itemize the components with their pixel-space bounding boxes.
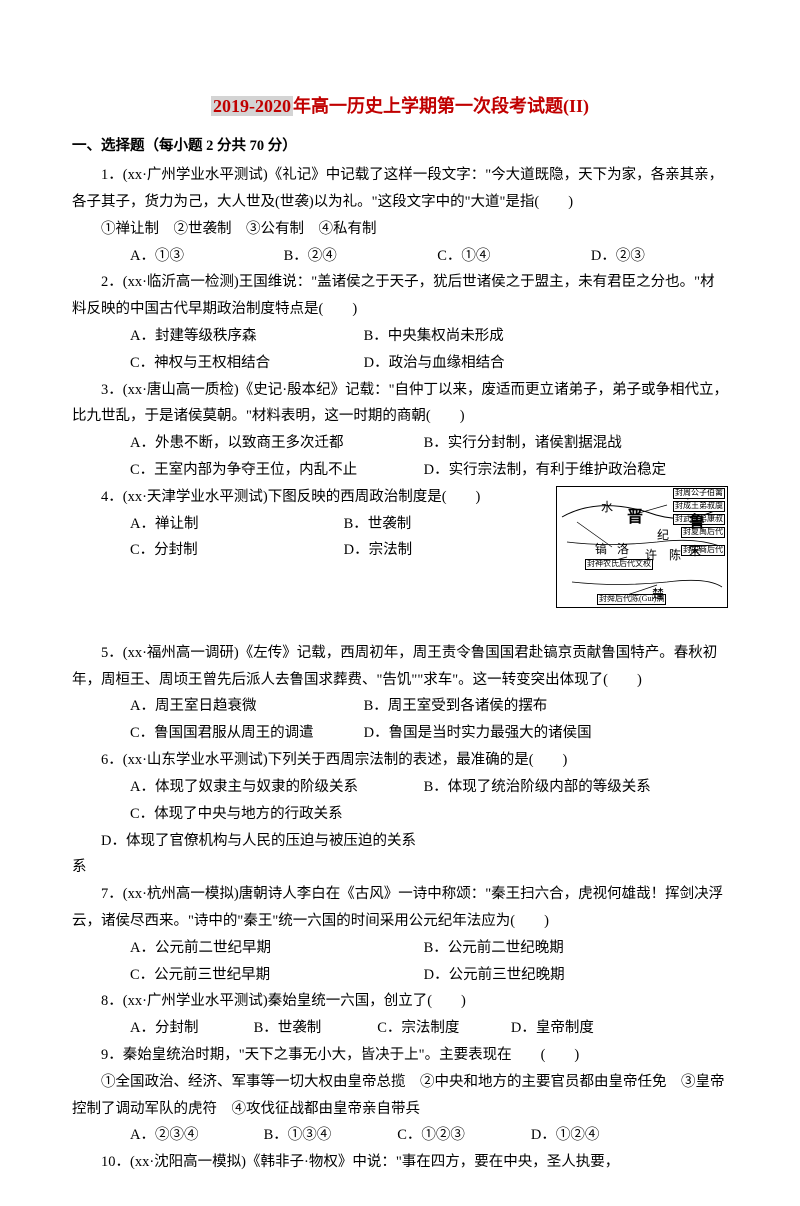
option: A．公元前二世纪早期 [101,935,391,962]
option: A．封建等级秩序森 [101,323,331,350]
title-rest: 年高一历史上学期第一次段考试题(II) [293,96,589,116]
option: C．鲁国国君服从周王的调遣 [101,720,331,747]
option: D．②③ [562,243,712,270]
option: C．神权与王权相结合 [101,350,331,377]
option: D．体现了官僚机构与人民的压迫与被压迫的关系 [72,828,416,855]
option: D．宗法制 [315,537,412,564]
option: C．宗法制度 [348,1015,478,1042]
question-3: 3．(xx·唐山高一质检)《史记·殷本纪》记载："自仲丁以来，废适而更立诸弟子，… [72,377,728,431]
title-year: 2019-2020 [211,96,293,116]
section-heading: 一、选择题（每小题 2 分共 70 分） [72,133,728,160]
option: D．公元前三世纪晚期 [395,962,565,989]
option: B．世袭制 [225,1015,345,1042]
option: A．①③ [101,243,251,270]
zhou-map-figure: 封周公子伯禽 封成王弟叔虞 封武王弟康叔 封夏禹后代 封殷商后代 封神农氏后代文… [556,486,728,608]
option: A．体现了奴隶主与奴隶的阶级关系 [101,774,391,801]
question-4-options: A．禅让制 B．世袭制 [72,511,548,538]
question-8: 8．(xx·广州学业水平测试)秦始皇统一六国，创立了( ) [72,988,728,1015]
option: C．分封制 [101,537,311,564]
option: A．外患不断，以致商王多次迁都 [101,430,391,457]
question-1: 1．(xx·广州学业水平测试)《礼记》中记载了这样一段文字："今大道既隐，天下为… [72,162,728,216]
option: A．禅让制 [101,511,311,538]
option: A．②③④ [101,1122,231,1149]
option: B．②④ [255,243,405,270]
option: B．中央集权尚未形成 [335,323,635,350]
question-6: 6．(xx·山东学业水平测试)下列关于西周宗法制的表述，最准确的是( ) [72,747,728,774]
option: C．①④ [408,243,558,270]
option: B．周王室受到各诸侯的摆布 [335,693,548,720]
option: B．公元前二世纪晚期 [395,935,564,962]
option: D．皇帝制度 [482,1015,594,1042]
q6-cont: 系 [72,854,728,881]
question-5: 5．(xx·福州高一调研)《左传》记载，西周初年，周王责令鲁国国君赴镐京贡献鲁国… [72,640,728,694]
question-4: 4．(xx·天津学业水平测试)下图反映的西周政治制度是( ) [72,484,548,511]
question-1-options: A．①③ B．②④ C．①④ D．②③ [72,243,728,270]
option: C．①②③ [368,1122,498,1149]
question-3-options: A．外患不断，以致商王多次迁都 B．实行分封制，诸侯割据混战 [72,430,728,457]
option: D．①②④ [502,1122,599,1149]
question-5-options: A．周王室日趋衰微 B．周王室受到各诸侯的摆布 [72,693,728,720]
question-2-options: A．封建等级秩序森 B．中央集权尚未形成 [72,323,728,350]
page-title: 2019-2020年高一历史上学期第一次段考试题(II) [72,90,728,123]
question-2: 2．(xx·临沂高一检测)王国维说："盖诸侯之于天子，犹后世诸侯之于盟主，未有君… [72,269,728,323]
option: B．实行分封制，诸侯割据混战 [395,430,622,457]
option: B．①③④ [235,1122,365,1149]
option: C．王室内部为争夺王位，内乱不止 [101,457,391,484]
option: D．实行宗法制，有利于维护政治稳定 [395,457,666,484]
question-6-options: A．体现了奴隶主与奴隶的阶级关系 B．体现了统治阶级内部的等级关系 [72,774,728,801]
option: B．体现了统治阶级内部的等级关系 [395,774,651,801]
option: C．公元前三世纪早期 [101,962,391,989]
option: C．体现了中央与地方的行政关系 [101,801,391,828]
option: A．周王室日趋衰微 [101,693,331,720]
question-9-sub: ①全国政治、经济、军事等一切大权由皇帝总揽 ②中央和地方的主要官员都由皇帝任免 … [72,1069,728,1123]
option: D．政治与血缘相结合 [335,350,635,377]
question-9-options: A．②③④ B．①③④ C．①②③ D．①②④ [72,1122,728,1149]
question-7: 7．(xx·杭州高一模拟)唐朝诗人李白在《古风》一诗中称颂："秦王扫六合，虎视何… [72,881,728,935]
question-9: 9．秦始皇统治时期，"天下之事无小大，皆决于上"。主要表现在 ( ) [72,1042,728,1069]
option: D．鲁国是当时实力最强大的诸侯国 [335,720,592,747]
option: A．分封制 [101,1015,221,1042]
question-7-options: A．公元前二世纪早期 B．公元前二世纪晚期 [72,935,728,962]
option: B．世袭制 [315,511,412,538]
question-8-options: A．分封制 B．世袭制 C．宗法制度 D．皇帝制度 [72,1015,728,1042]
question-1-sub: ①禅让制 ②世袭制 ③公有制 ④私有制 [72,216,728,243]
question-10: 10．(xx·沈阳高一模拟)《韩非子·物权》中说："事在四方，要在中央，圣人执要… [72,1149,728,1176]
